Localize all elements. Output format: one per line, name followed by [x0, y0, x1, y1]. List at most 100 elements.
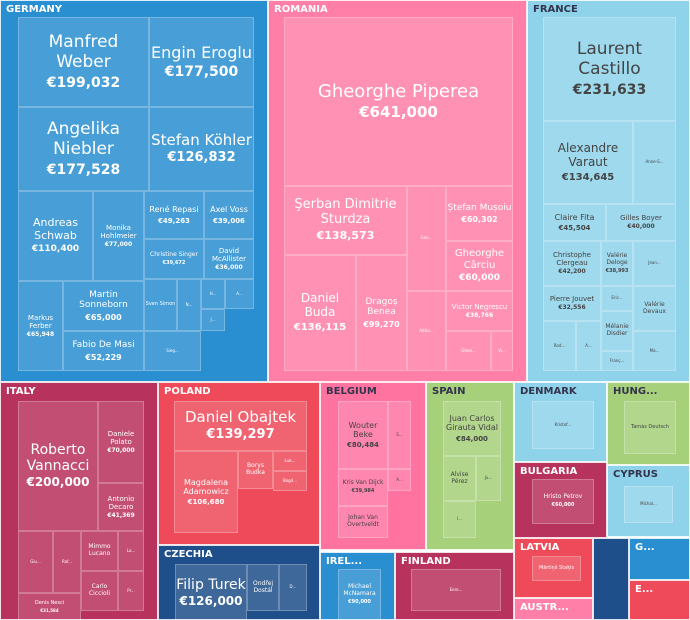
tile-dragos-benea[interactable]: Dragoș Benea €99,270	[356, 255, 407, 371]
tile-a[interactable]: A...	[388, 469, 411, 491]
tile-carlo-ciccioli[interactable]: Carlo Ciccioli	[81, 571, 118, 611]
tile-jean[interactable]: Jean...	[633, 241, 676, 286]
country-finland[interactable]: FINLAND Eero...	[395, 552, 514, 620]
tile-a[interactable]: A...	[576, 321, 601, 371]
tile-geo[interactable]: Geo...	[407, 186, 446, 291]
tile-me-lanie-disdier[interactable]: Mélanie Disdier	[601, 311, 633, 351]
tile-andreas-schwab[interactable]: Andreas Schwab €110,400	[18, 191, 93, 281]
country-irel[interactable]: IREL... Michael McNamara €90,000	[320, 552, 395, 620]
tile-alvise-pe-rez[interactable]: Alvise Pérez	[443, 456, 476, 501]
tile-anne-s[interactable]: Anne-S...	[633, 121, 676, 204]
tile-rene-repasi[interactable]: René Repasi €49,263	[144, 191, 204, 239]
country-spain[interactable]: SPAIN Juan Carlos Girauta Vidal €84,000 Alv…	[426, 382, 514, 550]
tile-adria[interactable]: Adria...	[407, 291, 446, 371]
tile-pierre-jouvet[interactable]: Pierre Jouvet €32,556	[543, 286, 601, 321]
tile-j[interactable]: J...	[201, 309, 225, 331]
tile-eero[interactable]: Eero...	[411, 569, 501, 611]
tile-pr[interactable]: Pr...	[118, 571, 144, 611]
tile-giu[interactable]: Giu...	[18, 531, 53, 593]
tile-sven-simon[interactable]: Sven Simon	[144, 279, 177, 331]
country-poland[interactable]: POLAND Daniel Obajtek €139,297 Magdalena Ad…	[158, 382, 320, 545]
tile-angelika-niebler[interactable]: Angelika Niebler €177,528	[18, 107, 149, 191]
tile-sieg[interactable]: Sieg...	[144, 331, 201, 371]
tile-manfred-weber[interactable]: Manfred Weber €199,032	[18, 17, 149, 107]
country-belgium[interactable]: BELGIUM Wouter Beke €80,484 S... Kris Van Di…	[320, 382, 426, 550]
tile-a[interactable]: A...	[225, 279, 254, 309]
tile-s[interactable]: S...	[388, 401, 411, 469]
country-denmark[interactable]: DENMARK Kristof...	[514, 382, 607, 462]
country-cyprus[interactable]: CYPRUS Michal...	[607, 465, 690, 537]
tile-vale-rie-deloge[interactable]: Valérie Deloge €38,993	[601, 241, 633, 286]
country-romania[interactable]: ROMANIA Gheorghe Piperea €641,000 Şerban Di…	[268, 0, 527, 382]
tile-daniele-polato[interactable]: Daniele Polato €70,000	[98, 401, 144, 483]
tile-juan-carlos-girauta-vidal[interactable]: Juan Carlos Girauta Vidal €84,000	[443, 401, 501, 456]
tile-ju[interactable]: Ju...	[476, 456, 501, 501]
tile-laurent-castillo[interactable]: Laurent Castillo €231,633	[543, 17, 676, 121]
tile-michael-mcnamara[interactable]: Michael McNamara €90,000	[338, 569, 381, 620]
tile-rod[interactable]: Rod...	[543, 321, 576, 371]
country-germany[interactable]: GERMANY Manfred Weber €199,032 Engin Eroglu…	[0, 0, 268, 382]
tile-vi[interactable]: Vi...	[491, 331, 513, 371]
country-czechia[interactable]: CZECHIA Filip Turek €126,000 Ondřej Dostál D…	[158, 545, 320, 620]
tile-eric[interactable]: Eric...	[601, 286, 633, 311]
tile-ondr-ej-dosta-l[interactable]: Ondřej Dostál	[247, 564, 279, 611]
tile-michal[interactable]: Michal...	[624, 486, 673, 523]
tile-david-mcallister[interactable]: David McAllister €36,000	[204, 239, 254, 279]
tile-victor-negrescu[interactable]: Victor Negrescu €38,766	[446, 291, 513, 331]
tile-gheorghe-piperea[interactable]: Gheorghe Piperea €641,000	[284, 17, 513, 186]
tile-filip-turek[interactable]: Filip Turek €126,000	[175, 564, 247, 620]
tile-uk[interactable]: Łuk...	[273, 451, 307, 471]
tile-markus-ferber[interactable]: Markus Ferber €65,948	[18, 281, 63, 371]
tile-claire-fita[interactable]: Claire Fita €45,504	[543, 204, 606, 241]
tile-denis-nesci[interactable]: Denis Nesci €31,584	[18, 593, 81, 620]
tile-kristof[interactable]: Kristof...	[532, 401, 594, 449]
tile-stefan-ko-hler[interactable]: Stefan Köhler €126,832	[149, 107, 254, 191]
tile-christine-singer[interactable]: Christine Singer €39,672	[144, 239, 204, 279]
tile-d[interactable]: D...	[279, 564, 307, 611]
country-e[interactable]: E...	[629, 580, 690, 620]
tile-i[interactable]: I...	[443, 501, 476, 538]
tile-christophe-clergeau[interactable]: Christophe Clergeau €42,200	[543, 241, 601, 286]
tile-magdalena-adamowicz[interactable]: Magdalena Adamowicz €106,680	[174, 451, 238, 533]
tile-daniel-obajtek[interactable]: Daniel Obajtek €139,297	[174, 401, 307, 451]
tile-hristo-petrov[interactable]: Hristo Petrov €60,000	[532, 479, 594, 524]
tile-gheorghe-ca-rciu[interactable]: Gheorghe Cârciu €60,000	[446, 241, 513, 291]
tile-n[interactable]: N...	[177, 279, 201, 331]
tile-tama-s-deutsch[interactable]: Tamás Deutsch	[624, 401, 676, 454]
tile-wouter-beke[interactable]: Wouter Beke €80,484	[338, 401, 388, 469]
tile-engin-eroglu[interactable]: Engin Eroglu €177,500	[149, 17, 254, 107]
country-austr[interactable]: AUSTR...	[514, 598, 593, 620]
tile-antonio-decaro[interactable]: Antonio Decaro €41,369	[98, 483, 144, 531]
country-italy[interactable]: ITALY Roberto Vannacci €200,000 Daniele Pol…	[0, 382, 158, 620]
tile-gheo[interactable]: Gheo...	[446, 331, 491, 371]
country-g[interactable]: G...	[629, 538, 690, 580]
tile-s-erban-dimitrie-sturdza[interactable]: Şerban Dimitrie Sturdza €138,573	[284, 186, 407, 255]
tile-raf[interactable]: Raf...	[53, 531, 81, 593]
tile-roberto-vannacci[interactable]: Roberto Vannacci €200,000	[18, 401, 98, 531]
tile-daniel-buda[interactable]: Daniel Buda €136,115	[284, 255, 356, 371]
tile-martin-sonneborn[interactable]: Martin Sonneborn €65,000	[63, 281, 144, 331]
country-bulgaria[interactable]: BULGARIA Hristo Petrov €60,000	[514, 462, 607, 538]
tile-vale-rie-devaux[interactable]: Valérie Devaux	[633, 286, 676, 331]
country-latvia[interactable]: LATVIA Mārtiņš Staķis	[514, 538, 593, 598]
country-group[interactable]	[593, 538, 629, 620]
country-hung[interactable]: HUNG... Tamás Deutsch	[607, 382, 690, 465]
tile-mimmo-lucano[interactable]: Mimmo Lucano	[81, 531, 118, 571]
tile-franc[interactable]: Franç...	[601, 351, 633, 371]
tile-monika-hohlmeier[interactable]: Monika Hohlmeier €77,000	[93, 191, 144, 281]
tile-axel-voss[interactable]: Axel Voss €39,006	[204, 191, 254, 239]
tile-h[interactable]: H...	[201, 279, 225, 309]
tile-ma[interactable]: Ma...	[633, 331, 676, 371]
country-france[interactable]: FRANCE Laurent Castillo €231,633 Alexandre …	[527, 0, 690, 382]
tile-name: Hristo Petrov	[543, 493, 583, 501]
tile-johan-van-overtveldt[interactable]: Johan Van Overtveldt	[338, 506, 388, 538]
tile-la[interactable]: La...	[118, 531, 144, 571]
tile-kris-van-dijck[interactable]: Kris Van Dijck €39,984	[338, 469, 388, 506]
tile-s-tefan-mus-oiu[interactable]: Ștefan Mușoiu €60,302	[446, 186, 513, 241]
tile-ma-rtin-s-stak-is[interactable]: Mārtiņš Staķis	[532, 556, 581, 581]
tile-gilles-boyer[interactable]: Gilles Boyer €40,000	[606, 204, 676, 241]
tile-bogd[interactable]: Bogd...	[273, 471, 307, 491]
tile-borys-budka[interactable]: Borys Budka	[238, 451, 273, 489]
tile-fabio-de-masi[interactable]: Fabio De Masi €52,229	[63, 331, 144, 371]
tile-alexandre-varaut[interactable]: Alexandre Varaut €134,645	[543, 121, 633, 204]
